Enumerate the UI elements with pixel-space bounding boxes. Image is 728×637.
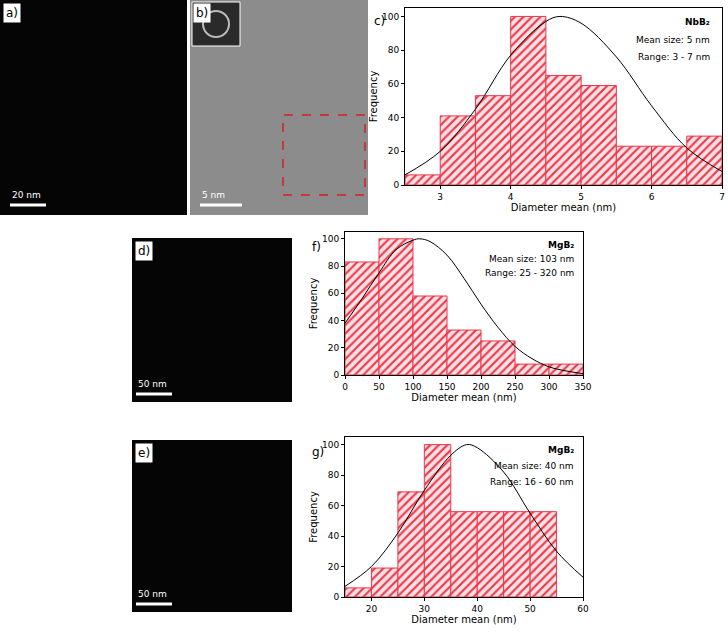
svg-text:e): e) <box>138 446 150 460</box>
svg-text:50 nm: 50 nm <box>138 589 167 599</box>
svg-text:50: 50 <box>524 604 536 614</box>
svg-text:80: 80 <box>388 45 400 55</box>
svg-text:40: 40 <box>471 604 483 614</box>
svg-text:g): g) <box>312 445 324 459</box>
svg-text:Frequency: Frequency <box>308 278 319 330</box>
svg-text:f): f) <box>312 240 321 254</box>
svg-text:20 nm: 20 nm <box>12 190 41 200</box>
svg-text:Diameter mean (nm): Diameter mean (nm) <box>411 614 516 625</box>
svg-text:Mean size: 40 nm: Mean size: 40 nm <box>494 461 574 471</box>
svg-text:Mean size: 5 nm: Mean size: 5 nm <box>636 35 710 45</box>
svg-text:4: 4 <box>508 192 514 202</box>
svg-text:0: 0 <box>393 180 399 190</box>
svg-text:60: 60 <box>328 288 340 298</box>
svg-text:20: 20 <box>366 604 378 614</box>
svg-text:150: 150 <box>438 382 455 392</box>
svg-text:Range: 3 - 7 nm: Range: 3 - 7 nm <box>638 52 710 62</box>
svg-text:40: 40 <box>328 531 340 541</box>
svg-text:7: 7 <box>719 192 725 202</box>
svg-text:6: 6 <box>649 192 655 202</box>
svg-text:0: 0 <box>333 370 339 380</box>
svg-text:20: 20 <box>328 343 340 353</box>
svg-text:100: 100 <box>322 440 339 450</box>
svg-text:80: 80 <box>328 470 340 480</box>
svg-text:30: 30 <box>419 604 431 614</box>
svg-text:60: 60 <box>328 501 340 511</box>
svg-text:Mean size: 103 nm: Mean size: 103 nm <box>489 254 574 264</box>
svg-text:NbB₂: NbB₂ <box>685 17 710 27</box>
svg-text:0: 0 <box>333 592 339 602</box>
svg-text:300: 300 <box>540 382 557 392</box>
svg-text:a): a) <box>6 6 18 20</box>
svg-text:d): d) <box>138 244 150 258</box>
svg-text:20: 20 <box>388 146 400 156</box>
svg-text:50 nm: 50 nm <box>138 379 167 389</box>
svg-text:100: 100 <box>382 12 399 22</box>
svg-text:MgB₂: MgB₂ <box>548 445 574 455</box>
svg-text:5 nm: 5 nm <box>202 190 225 200</box>
svg-text:20: 20 <box>328 562 340 572</box>
svg-text:250: 250 <box>506 382 523 392</box>
svg-text:60: 60 <box>388 79 400 89</box>
svg-text:80: 80 <box>328 261 340 271</box>
svg-text:Frequency: Frequency <box>308 491 319 543</box>
svg-text:Range: 16 - 60 nm: Range: 16 - 60 nm <box>490 477 574 487</box>
svg-text:200: 200 <box>472 382 489 392</box>
svg-text:Frequency: Frequency <box>368 71 379 123</box>
svg-text:100: 100 <box>404 382 421 392</box>
svg-text:40: 40 <box>328 316 340 326</box>
svg-text:40: 40 <box>388 113 400 123</box>
svg-text:MgB₂: MgB₂ <box>548 240 574 250</box>
svg-text:60: 60 <box>577 604 589 614</box>
svg-text:Diameter mean (nm): Diameter mean (nm) <box>511 202 616 213</box>
svg-text:Diameter mean (nm): Diameter mean (nm) <box>411 392 516 403</box>
svg-text:c): c) <box>374 14 385 28</box>
svg-text:3: 3 <box>437 192 443 202</box>
svg-text:b): b) <box>196 6 208 20</box>
svg-text:350: 350 <box>574 382 591 392</box>
svg-text:Range: 25 - 320 nm: Range: 25 - 320 nm <box>485 268 574 278</box>
svg-text:5: 5 <box>578 192 584 202</box>
svg-text:50: 50 <box>373 382 385 392</box>
svg-text:100: 100 <box>322 234 339 244</box>
svg-text:0: 0 <box>342 382 348 392</box>
